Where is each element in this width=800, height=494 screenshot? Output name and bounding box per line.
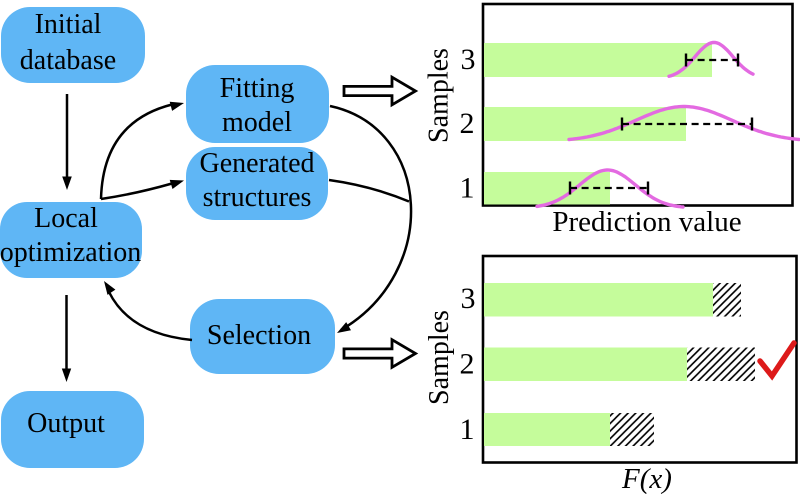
- svg-text:model: model: [222, 107, 292, 138]
- svg-text:Local: Local: [34, 203, 98, 234]
- svg-text:Initial: Initial: [35, 9, 102, 40]
- svg-text:Samples: Samples: [424, 48, 455, 143]
- svg-text:Generated: Generated: [199, 148, 314, 179]
- svg-text:optimization: optimization: [0, 237, 141, 268]
- svg-text:3: 3: [461, 282, 476, 315]
- svg-text:2: 2: [460, 348, 475, 381]
- svg-text:F(x): F(x): [621, 463, 672, 494]
- svg-text:Prediction value: Prediction value: [552, 206, 741, 238]
- svg-text:Selection: Selection: [207, 320, 311, 351]
- svg-text:1: 1: [460, 172, 475, 205]
- svg-text:Output: Output: [27, 408, 105, 439]
- svg-text:3: 3: [461, 43, 476, 76]
- svg-text:2: 2: [460, 107, 475, 140]
- svg-text:structures: structures: [203, 182, 312, 213]
- svg-text:1: 1: [460, 413, 475, 446]
- svg-text:database: database: [20, 45, 116, 76]
- svg-text:Samples: Samples: [424, 310, 455, 405]
- svg-text:Fitting: Fitting: [220, 73, 295, 104]
